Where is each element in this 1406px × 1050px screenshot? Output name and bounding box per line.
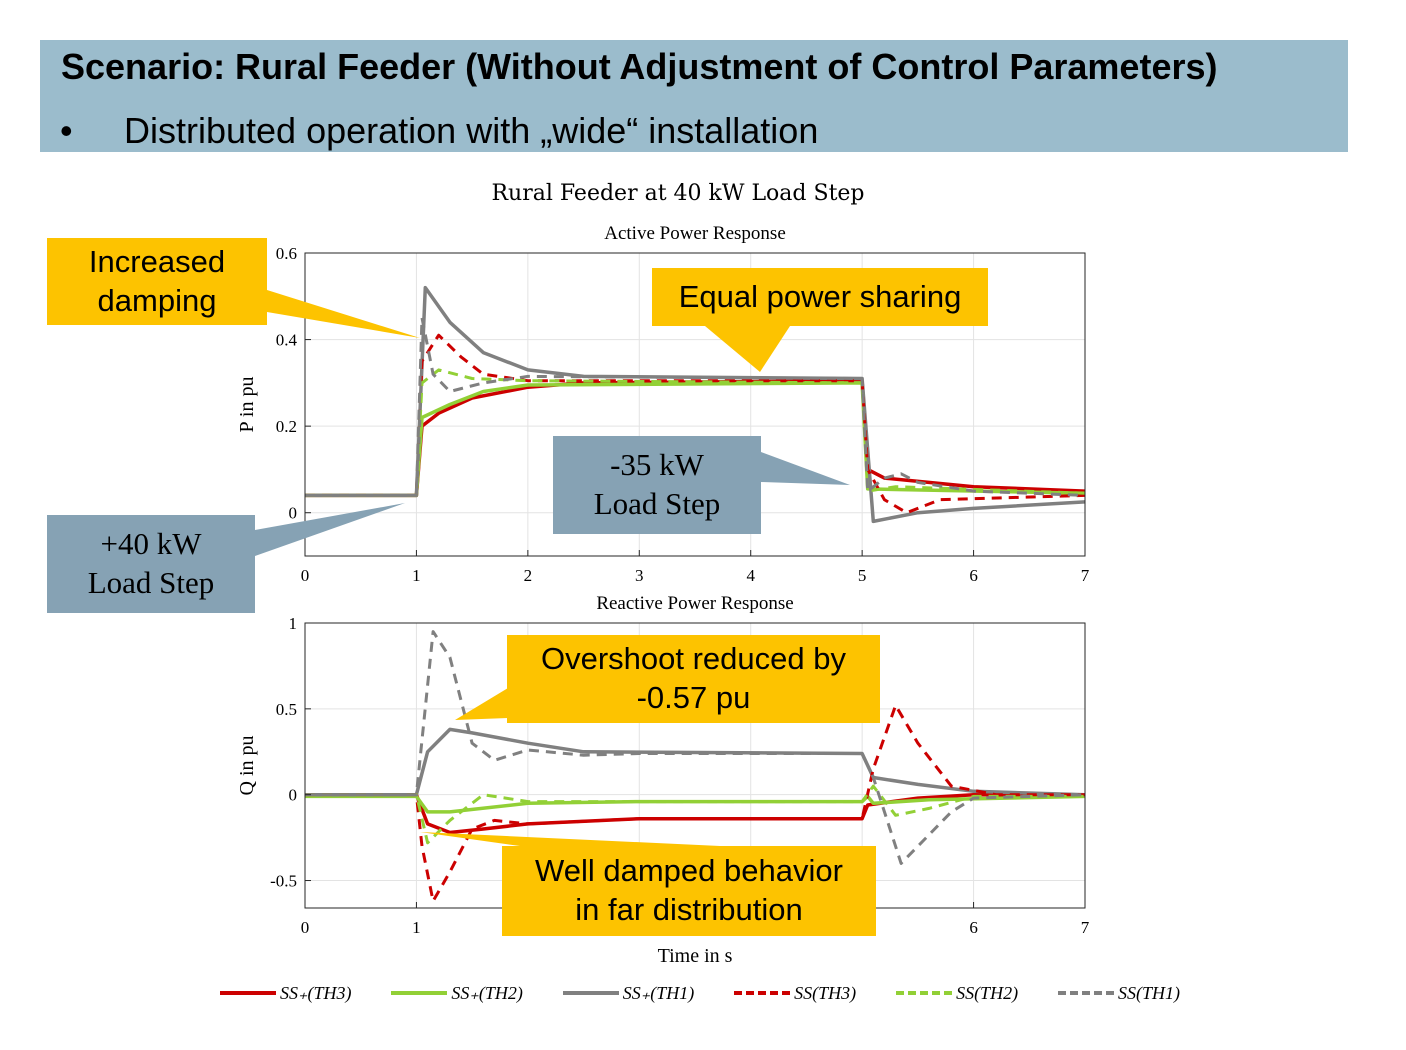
y-tick-label: 0 bbox=[289, 504, 298, 523]
y-tick-label: 0.4 bbox=[276, 331, 298, 350]
y-tick-label: 1 bbox=[289, 614, 298, 633]
x-tick-label: 1 bbox=[412, 566, 421, 585]
callout-overshoot: Overshoot reduced by -0.57 pu bbox=[507, 635, 880, 723]
x-tick-label: 3 bbox=[635, 566, 644, 585]
series-line-SS₊(TH1) bbox=[305, 727, 1086, 797]
pointer-plus40 bbox=[255, 503, 405, 556]
series-line-SS(TH1) bbox=[305, 316, 1086, 497]
y-tick-label: 0.2 bbox=[276, 417, 297, 436]
legend-swatch bbox=[220, 991, 276, 995]
x-tick-label: 6 bbox=[969, 566, 978, 585]
y-tick-label: -0.5 bbox=[270, 872, 297, 891]
legend-entry: SS(TH1) bbox=[1057, 982, 1180, 1004]
x-tick-label: 1 bbox=[412, 918, 421, 937]
slide-title: Scenario: Rural Feeder (Without Adjustme… bbox=[61, 46, 1218, 87]
legend-label: SS(TH3) bbox=[794, 982, 857, 1003]
legend-swatch bbox=[1057, 991, 1114, 995]
x-tick-label: 5 bbox=[858, 566, 867, 585]
callout-minus35-step: -35 kW Load Step bbox=[553, 436, 761, 534]
bullet-marker: • bbox=[60, 110, 73, 151]
x-tick-label: 0 bbox=[301, 918, 310, 937]
legend-swatch bbox=[562, 991, 619, 995]
x-tick-label: 4 bbox=[746, 566, 755, 585]
x-tick-label: 7 bbox=[1081, 566, 1090, 585]
pointer-minus35 bbox=[761, 452, 850, 485]
axes-frame bbox=[304, 252, 1086, 557]
pointer-equal-sharing bbox=[705, 326, 790, 372]
series-line-SS(TH1) bbox=[305, 630, 1086, 865]
callout-line: -35 kW bbox=[610, 447, 704, 483]
legend-swatch bbox=[734, 991, 791, 995]
x-axis-label: Time in s bbox=[658, 945, 733, 967]
series-line-SS(TH3) bbox=[305, 703, 1085, 903]
y-axis-label: P in pu bbox=[236, 377, 258, 433]
callout-well-damped: Well damped behavior in far distribution bbox=[502, 846, 876, 936]
callout-line: damping bbox=[97, 282, 217, 318]
x-tick-label: 0 bbox=[301, 566, 310, 585]
legend-label: SS₊(TH3) bbox=[280, 982, 352, 1003]
callout-line: Increased bbox=[88, 243, 226, 279]
callout-line: Well damped behavior bbox=[535, 853, 843, 889]
subplot-title: Active Power Response bbox=[604, 223, 786, 244]
legend-label: SS(TH1) bbox=[1117, 982, 1180, 1003]
y-tick-label: 0.6 bbox=[276, 244, 297, 263]
callout-pointers bbox=[255, 290, 850, 846]
slide-subtitle: Distributed operation with „wide“ instal… bbox=[124, 110, 819, 151]
callout-plus40-step: +40 kW Load Step bbox=[47, 515, 255, 613]
x-tick-label: 6 bbox=[969, 918, 978, 937]
callout-line: Overshoot reduced by bbox=[540, 641, 846, 677]
y-tick-label: 0 bbox=[289, 786, 298, 805]
legend-label: SS(TH2) bbox=[956, 982, 1019, 1003]
pointer-overshoot bbox=[455, 688, 508, 720]
callout-line: Load Step bbox=[593, 486, 721, 521]
chart-legend: SS₊(TH3) SS₊(TH2) SS₊(TH1) SS(TH3) SS(TH2) SS… bbox=[220, 980, 1180, 1006]
legend-swatch bbox=[391, 991, 448, 995]
series-line-SS(TH2) bbox=[305, 784, 1085, 845]
figure-title: Rural Feeder at 40 kW Load Step bbox=[491, 181, 864, 206]
legend-entry: SS(TH2) bbox=[896, 983, 1018, 1004]
legend-label: SS₊(TH2) bbox=[451, 982, 523, 1003]
callout-line: Load Step bbox=[87, 565, 215, 600]
callout-equal-sharing: Equal power sharing bbox=[652, 268, 988, 326]
y-axis-label: Q in pu bbox=[236, 736, 258, 796]
y-tick-label: 0.5 bbox=[276, 700, 297, 719]
pointer-well-damped bbox=[420, 832, 720, 846]
x-tick-label: 7 bbox=[1081, 918, 1090, 937]
legend-entry: SS₊(TH3) bbox=[220, 983, 352, 1004]
legend-swatch bbox=[896, 991, 953, 995]
callout-line: in far distribution bbox=[575, 892, 803, 927]
callout-line: Equal power sharing bbox=[678, 278, 962, 314]
x-tick-label: 2 bbox=[524, 566, 533, 585]
callout-line: +40 kW bbox=[100, 526, 202, 562]
slide-header: Scenario: Rural Feeder (Without Adjustme… bbox=[40, 40, 1348, 152]
legend-label: SS₊(TH1) bbox=[622, 982, 695, 1003]
pointer-increased-damping bbox=[267, 290, 420, 338]
callout-line: -0.57 pu bbox=[636, 680, 751, 715]
legend-entry: SS(TH3) bbox=[734, 983, 856, 1004]
callout-increased-damping: Increased damping bbox=[47, 238, 267, 325]
series-line-SS(TH2) bbox=[305, 368, 1086, 497]
legend-entry: SS₊(TH2) bbox=[391, 983, 523, 1004]
legend-entry: SS₊(TH1) bbox=[562, 982, 695, 1004]
subplot-title: Reactive Power Response bbox=[596, 593, 793, 614]
